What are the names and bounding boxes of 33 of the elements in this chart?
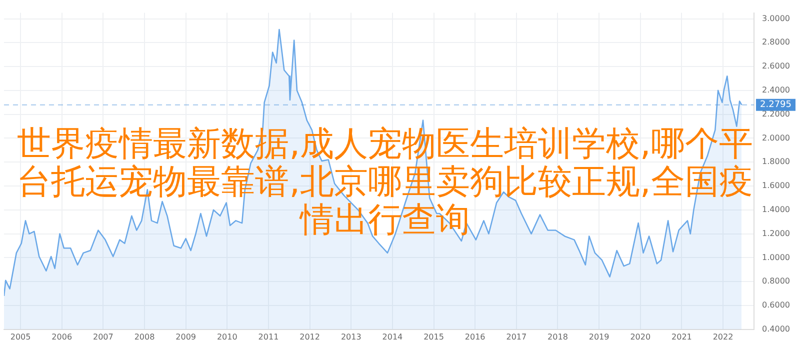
x-tick-label: 2014 [382, 332, 403, 342]
x-tick-label: 2019 [588, 332, 610, 342]
x-tick-label: 2008 [134, 332, 155, 342]
x-tick-label: 2013 [340, 332, 362, 342]
x-tick-label: 2020 [630, 332, 651, 342]
y-tick-label: 1.0000 [762, 252, 790, 262]
y-tick-label: 2.2000 [762, 109, 790, 118]
y-tick-label: 1.2000 [762, 228, 790, 238]
y-tick-label: 0.8000 [762, 276, 790, 286]
x-tick-label: 2009 [176, 332, 196, 342]
x-tick-label: 2021 [672, 332, 692, 342]
x-tick-label: 2016 [464, 332, 486, 342]
y-tick-label: 0.4000 [762, 324, 790, 334]
y-tick-label: 1.8000 [762, 157, 790, 166]
x-tick-label: 2006 [52, 332, 72, 342]
x-tick-label: 2015 [424, 332, 444, 342]
y-tick-label: 3.0000 [762, 14, 790, 23]
x-tick-label: 2010 [216, 332, 238, 342]
y-tick-label: 1.4000 [762, 205, 790, 214]
y-tick-label: 2.8000 [762, 38, 790, 47]
x-tick-label: 2011 [258, 332, 279, 342]
x-tick-label: 2022 [712, 332, 734, 342]
y-tick-label: 2.4000 [762, 86, 790, 95]
x-tick-label: 2017 [506, 332, 527, 342]
y-tick-label: 2.0000 [762, 133, 790, 142]
x-tick-label: 2012 [300, 332, 320, 342]
y-tick-label: 2.6000 [762, 62, 790, 71]
ref-line-label: 2.2795 [760, 100, 792, 110]
x-tick-label: 2018 [548, 332, 568, 342]
y-tick-label: 1.6000 [762, 181, 790, 190]
y-tick-label: 0.6000 [762, 300, 790, 310]
x-tick-label: 2005 [10, 332, 31, 342]
x-tick-label: 2007 [92, 332, 114, 342]
